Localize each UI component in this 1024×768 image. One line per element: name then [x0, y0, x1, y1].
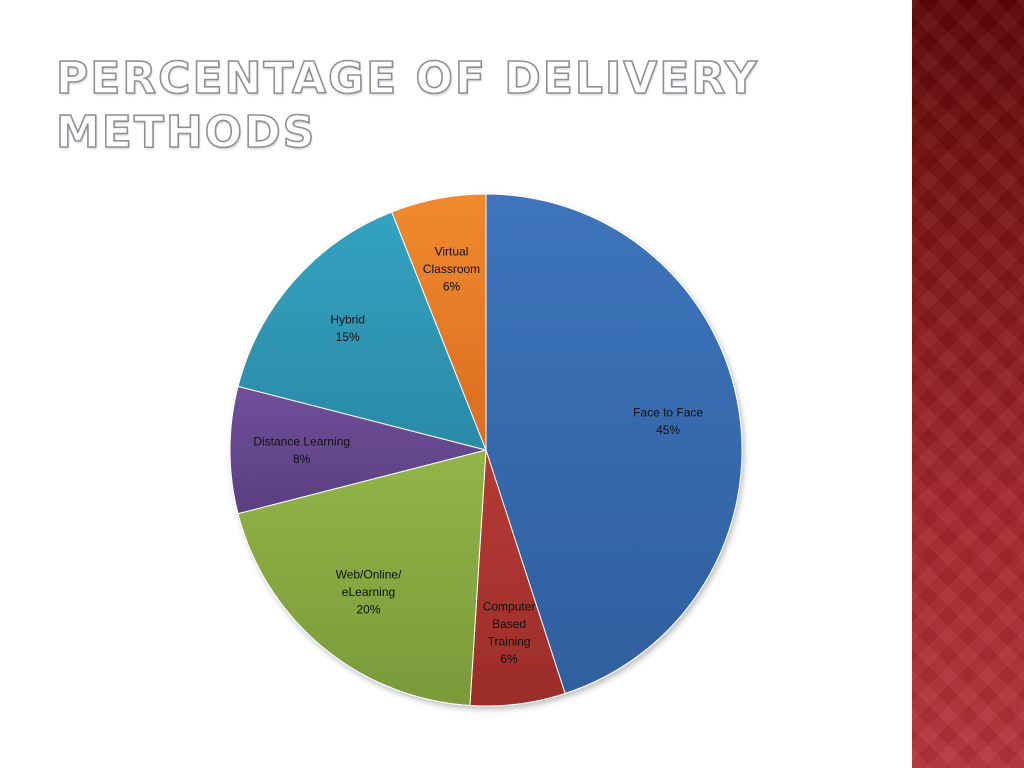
slice-label-virtual-classroom: Virtual Classroom 6% [423, 244, 480, 293]
slice-label-hybrid: Hybrid 15% [330, 312, 365, 344]
slice-layer [229, 193, 743, 707]
slice-label-computer-based-training: Computer Based Training 6% [483, 600, 536, 667]
pie-slice-web-online-elearning [237, 449, 487, 707]
label-layer: Face to Face 45% Computer Based Training 6% We… [253, 244, 703, 666]
slice-label-distance-learning: Distance Learning 8% [253, 434, 350, 466]
slice-label-face-to-face: Face to Face 45% [633, 405, 703, 437]
pie-slice-face-to-face [485, 193, 743, 695]
pie-slice-virtual-classroom [391, 193, 487, 451]
slice-label-web-online-elearning: Web/Online/eLearning 20% [336, 568, 402, 617]
decorative-side-bar [912, 0, 1024, 768]
pie-slice-hybrid [237, 211, 487, 451]
pie-chart: Face to Face 45% Computer Based Training 6% We… [229, 193, 743, 707]
slide-title: Percentage of Delivery Methods [55, 52, 759, 159]
pie-chart-area: Face to Face 45% Computer Based Training 6% We… [229, 193, 743, 707]
pie-slice-distance-learning [229, 385, 487, 515]
